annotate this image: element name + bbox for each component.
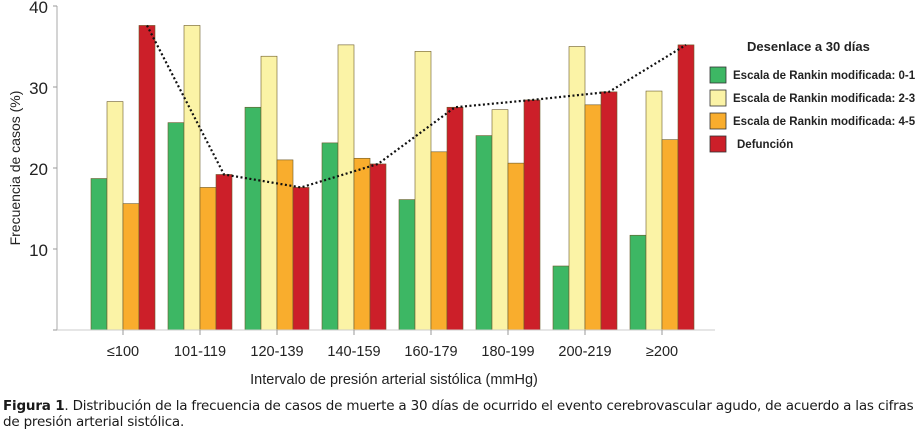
- bar-2: [568, 46, 586, 331]
- x-axis: ≤100 101-119 120-139 140-159 160-179 180-199 2…: [57, 329, 715, 360]
- caption-text: . Distribución de la frecuencia de casos…: [3, 398, 914, 430]
- legend-swatch: [709, 66, 727, 84]
- x-tick-label: 120-139: [250, 344, 303, 360]
- legend-swatch: [709, 112, 727, 130]
- legend-swatch: [709, 135, 727, 153]
- x-axis-label: Intervalo de presión arterial sistólica …: [250, 372, 538, 388]
- caption-label: Figura 1: [3, 398, 65, 414]
- legend: Desenlace a 30 días Escala de Rankin modi…: [709, 39, 916, 153]
- legend-title: Desenlace a 30 días: [747, 39, 870, 54]
- x-tick-label: ≤100: [107, 344, 139, 360]
- bar-3: [353, 157, 371, 331]
- x-tick-label: 140-159: [327, 344, 380, 360]
- legend-label: Escala de Rankin modificada: 4-5: [733, 116, 916, 128]
- bar-2: [106, 101, 124, 331]
- legend-label: Escala de Rankin modificada: 2-3: [733, 93, 915, 105]
- y-tick-label: 10: [29, 241, 48, 260]
- bar-1: [321, 142, 339, 331]
- bar-4: [677, 44, 695, 331]
- bar-1: [90, 178, 108, 331]
- bar-3: [661, 139, 679, 331]
- y-axis: 10 20 30 40: [29, 0, 58, 331]
- bar-1: [398, 199, 416, 331]
- bar-2: [414, 51, 432, 331]
- y-axis-label: Frecuencia de casos (%): [7, 91, 23, 246]
- legend-label: Defunción: [737, 139, 793, 151]
- y-tick-label: 20: [29, 160, 48, 179]
- bar-4: [292, 187, 310, 331]
- y-tick-label: 40: [29, 0, 48, 17]
- bar-2: [491, 109, 509, 331]
- bar-2: [183, 25, 201, 331]
- bar-1: [552, 265, 570, 331]
- bar-1: [244, 106, 262, 331]
- x-tick-label: 160-179: [404, 344, 457, 360]
- figure-caption: Figura 1. Distribución de la frecuencia …: [3, 398, 918, 430]
- bar-3: [199, 187, 217, 331]
- bar-4: [215, 174, 233, 331]
- bar-2: [337, 44, 355, 331]
- bar-chart: 10 20 30 40 ≤100 101-119 120-139 140-159 160-17…: [7, 0, 916, 388]
- x-tick-label: 200-219: [558, 344, 611, 360]
- legend-label: Escala de Rankin modificada: 0-1: [733, 70, 916, 82]
- bar-4: [523, 99, 541, 331]
- bar-1: [167, 122, 185, 331]
- bar-1: [475, 135, 493, 331]
- bar-4: [446, 106, 464, 331]
- y-tick-label: 30: [29, 79, 48, 98]
- bar-4: [600, 91, 618, 331]
- bar-4: [369, 163, 387, 331]
- legend-swatch: [709, 89, 727, 107]
- bar-3: [507, 162, 525, 331]
- bar-2: [645, 90, 663, 331]
- bars: [90, 24, 695, 331]
- x-tick-label: 180-199: [481, 344, 534, 360]
- bar-3: [584, 104, 602, 331]
- bar-1: [629, 234, 647, 331]
- bar-3: [430, 151, 448, 331]
- x-tick-label: 101-119: [174, 344, 226, 360]
- bar-3: [122, 203, 140, 331]
- bar-4: [138, 25, 156, 331]
- bar-2: [260, 55, 278, 331]
- x-tick-label: ≥200: [646, 344, 678, 360]
- trend-line: [146, 24, 687, 189]
